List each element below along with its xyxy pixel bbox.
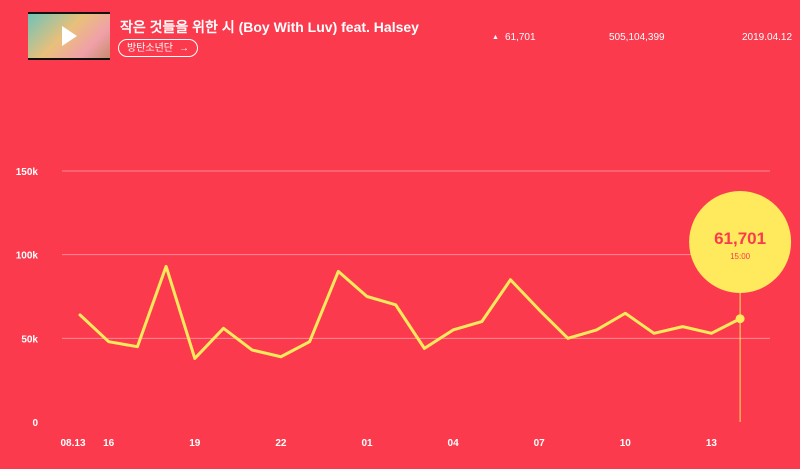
y-tick-label: 100k: [16, 251, 39, 262]
y-tick-label: 150k: [16, 167, 39, 178]
song-title[interactable]: 작은 것들을 위한 시 (Boy With Luv) feat. Halsey: [120, 19, 419, 35]
x-tick-label: 04: [448, 438, 460, 449]
x-tick-label: 16: [103, 438, 115, 449]
total-views: 505,104,399: [609, 32, 665, 43]
video-thumbnail[interactable]: [28, 12, 110, 60]
play-icon[interactable]: [62, 26, 77, 46]
data-point-latest: [735, 314, 745, 324]
release-date: 2019.04.12: [742, 32, 793, 43]
x-tick-label: 13: [706, 438, 718, 449]
artist-button[interactable]: 방탄소년단 →: [118, 39, 198, 57]
x-tick-label: 22: [275, 438, 287, 449]
song-header: 작은 것들을 위한 시 (Boy With Luv) feat. Halsey …: [0, 0, 800, 70]
x-tick-label: 10: [620, 438, 632, 449]
x-tick-label: 19: [189, 438, 201, 449]
y-tick-label: 0: [32, 418, 38, 429]
up-triangle-icon: ▲: [492, 34, 499, 41]
y-tick-label: 50k: [21, 334, 38, 345]
view-change: ▲ 61,701: [492, 32, 536, 43]
x-tick-label: 07: [534, 438, 546, 449]
x-tick-label: 01: [361, 438, 373, 449]
callout-time: 15:00: [730, 252, 751, 261]
arrow-right-icon: →: [179, 43, 189, 54]
series-line: [78, 264, 742, 360]
callout-value: 61,701: [714, 229, 766, 248]
value-callout-bubble: [689, 191, 792, 293]
view-change-value: 61,701: [504, 32, 536, 43]
artist-name: 방탄소년단: [127, 43, 173, 54]
x-tick-label: 08.13: [60, 438, 85, 449]
